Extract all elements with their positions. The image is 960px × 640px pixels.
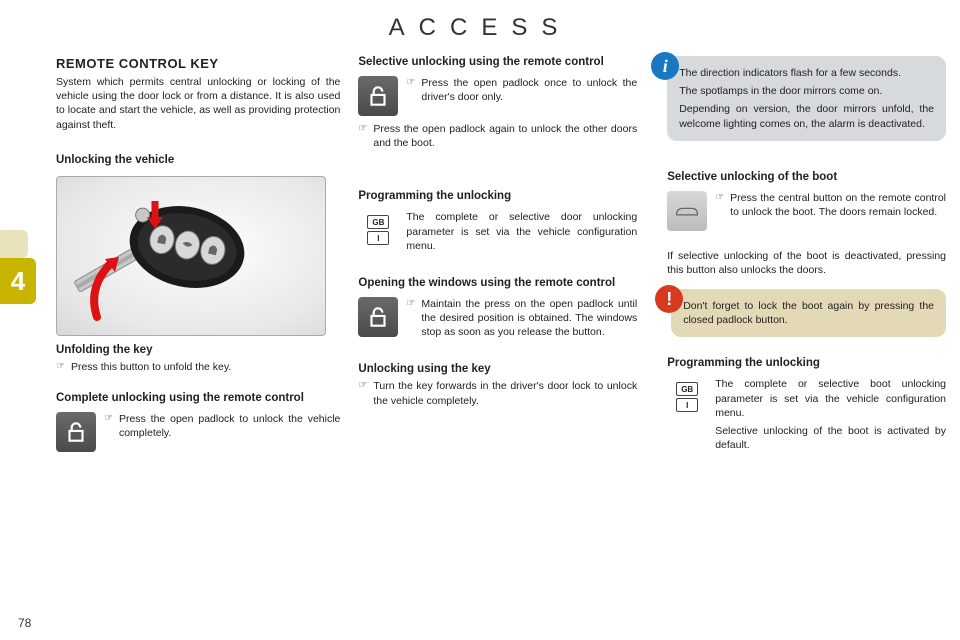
open-padlock-icon xyxy=(358,76,398,116)
boot-unlocking-heading: Selective unlocking of the boot xyxy=(667,171,946,183)
bullet-arrow-icon: ☞ xyxy=(358,122,367,150)
key-illustration xyxy=(56,176,326,336)
info-p3: Depending on version, the door mirrors u… xyxy=(679,102,934,130)
bullet-arrow-icon: ☞ xyxy=(406,76,415,104)
info-p1: The direction indicators flash for a few… xyxy=(679,66,934,80)
opening-text: Maintain the press on the open padlock u… xyxy=(421,297,637,340)
screen-gb-label: GB xyxy=(367,215,389,229)
screen-i-label: I xyxy=(676,398,698,412)
unlocking-key-row: ☞ Turn the key forwards in the driver's … xyxy=(358,379,637,407)
remote-control-key-heading: REMOTE CONTROL KEY xyxy=(56,56,340,71)
warning-text: Don't forget to lock the boot again by p… xyxy=(683,299,934,327)
column-1: REMOTE CONTROL KEY System which permits … xyxy=(56,56,340,626)
warning-callout: ! Don't forget to lock the boot again by… xyxy=(671,289,946,337)
programming-boot-row: GB I The complete or selective boot unlo… xyxy=(667,377,946,452)
unfolding-bullet: ☞ Press this button to unfold the key. xyxy=(56,360,340,374)
chapter-tab: 4 xyxy=(0,258,36,304)
unfolding-key-heading: Unfolding the key xyxy=(56,344,340,356)
page-number: 78 xyxy=(18,616,31,630)
selective-unlocking-heading: Selective unlocking using the remote con… xyxy=(358,56,637,68)
car-boot-icon xyxy=(667,191,707,231)
boot-text: Press the central button on the remote c… xyxy=(730,191,946,219)
unlocking-key-text: Turn the key forwards in the driver's do… xyxy=(373,379,637,407)
unlocking-key-heading: Unlocking using the key xyxy=(358,363,637,375)
programming-unlocking-heading: Programming the unlocking xyxy=(358,190,637,202)
bullet-arrow-icon: ☞ xyxy=(56,360,65,374)
config-menu-icon: GB I xyxy=(667,377,707,417)
warning-icon: ! xyxy=(655,285,683,313)
unlocking-vehicle-heading: Unlocking the vehicle xyxy=(56,154,340,166)
selective-text-2: Press the open padlock again to unlock t… xyxy=(373,122,637,150)
open-padlock-icon xyxy=(56,412,96,452)
side-tab-shadow xyxy=(0,230,28,258)
config-menu-icon: GB I xyxy=(358,210,398,250)
complete-unlocking-row: ☞ Press the open padlock to unlock the v… xyxy=(56,412,340,452)
unfolding-text: Press this button to unfold the key. xyxy=(71,360,340,374)
screen-gb-label: GB xyxy=(676,382,698,396)
bullet-arrow-icon: ☞ xyxy=(715,191,724,219)
bullet-arrow-icon: ☞ xyxy=(358,379,367,407)
boot-row: ☞ Press the central button on the remote… xyxy=(667,191,946,231)
programming-row: GB I The complete or selective door unlo… xyxy=(358,210,637,253)
content-area: REMOTE CONTROL KEY System which permits … xyxy=(56,56,946,626)
column-2: Selective unlocking using the remote con… xyxy=(358,56,637,626)
page-header: ACCESS xyxy=(0,0,960,48)
bullet-arrow-icon: ☞ xyxy=(104,412,113,440)
selective-row-1: ☞ Press the open padlock once to unlock … xyxy=(358,76,637,116)
programming-boot-text2: Selective unlocking of the boot is activ… xyxy=(715,424,946,452)
bullet-arrow-icon: ☞ xyxy=(406,297,415,340)
programming-text: The complete or selective door unlocking… xyxy=(406,210,637,253)
screen-i-label: I xyxy=(367,231,389,245)
info-icon: i xyxy=(651,52,679,80)
programming-boot-text1: The complete or selective boot unlocking… xyxy=(715,377,946,420)
intro-text: System which permits central unlocking o… xyxy=(56,75,340,132)
selective-row-2: ☞ Press the open padlock again to unlock… xyxy=(358,122,637,150)
selective-text-1: Press the open padlock once to unlock th… xyxy=(421,76,637,104)
info-p2: The spotlamps in the door mirrors come o… xyxy=(679,84,934,98)
column-3: i The direction indicators flash for a f… xyxy=(655,56,946,626)
complete-unlocking-text: Press the open padlock to unlock the veh… xyxy=(119,412,340,440)
opening-windows-heading: Opening the windows using the remote con… xyxy=(358,277,637,289)
complete-unlocking-heading: Complete unlocking using the remote cont… xyxy=(56,392,340,404)
open-padlock-icon xyxy=(358,297,398,337)
boot-note: If selective unlocking of the boot is de… xyxy=(667,249,946,277)
programming-boot-heading: Programming the unlocking xyxy=(667,357,946,369)
opening-row: ☞ Maintain the press on the open padlock… xyxy=(358,297,637,340)
info-callout: i The direction indicators flash for a f… xyxy=(667,56,946,141)
